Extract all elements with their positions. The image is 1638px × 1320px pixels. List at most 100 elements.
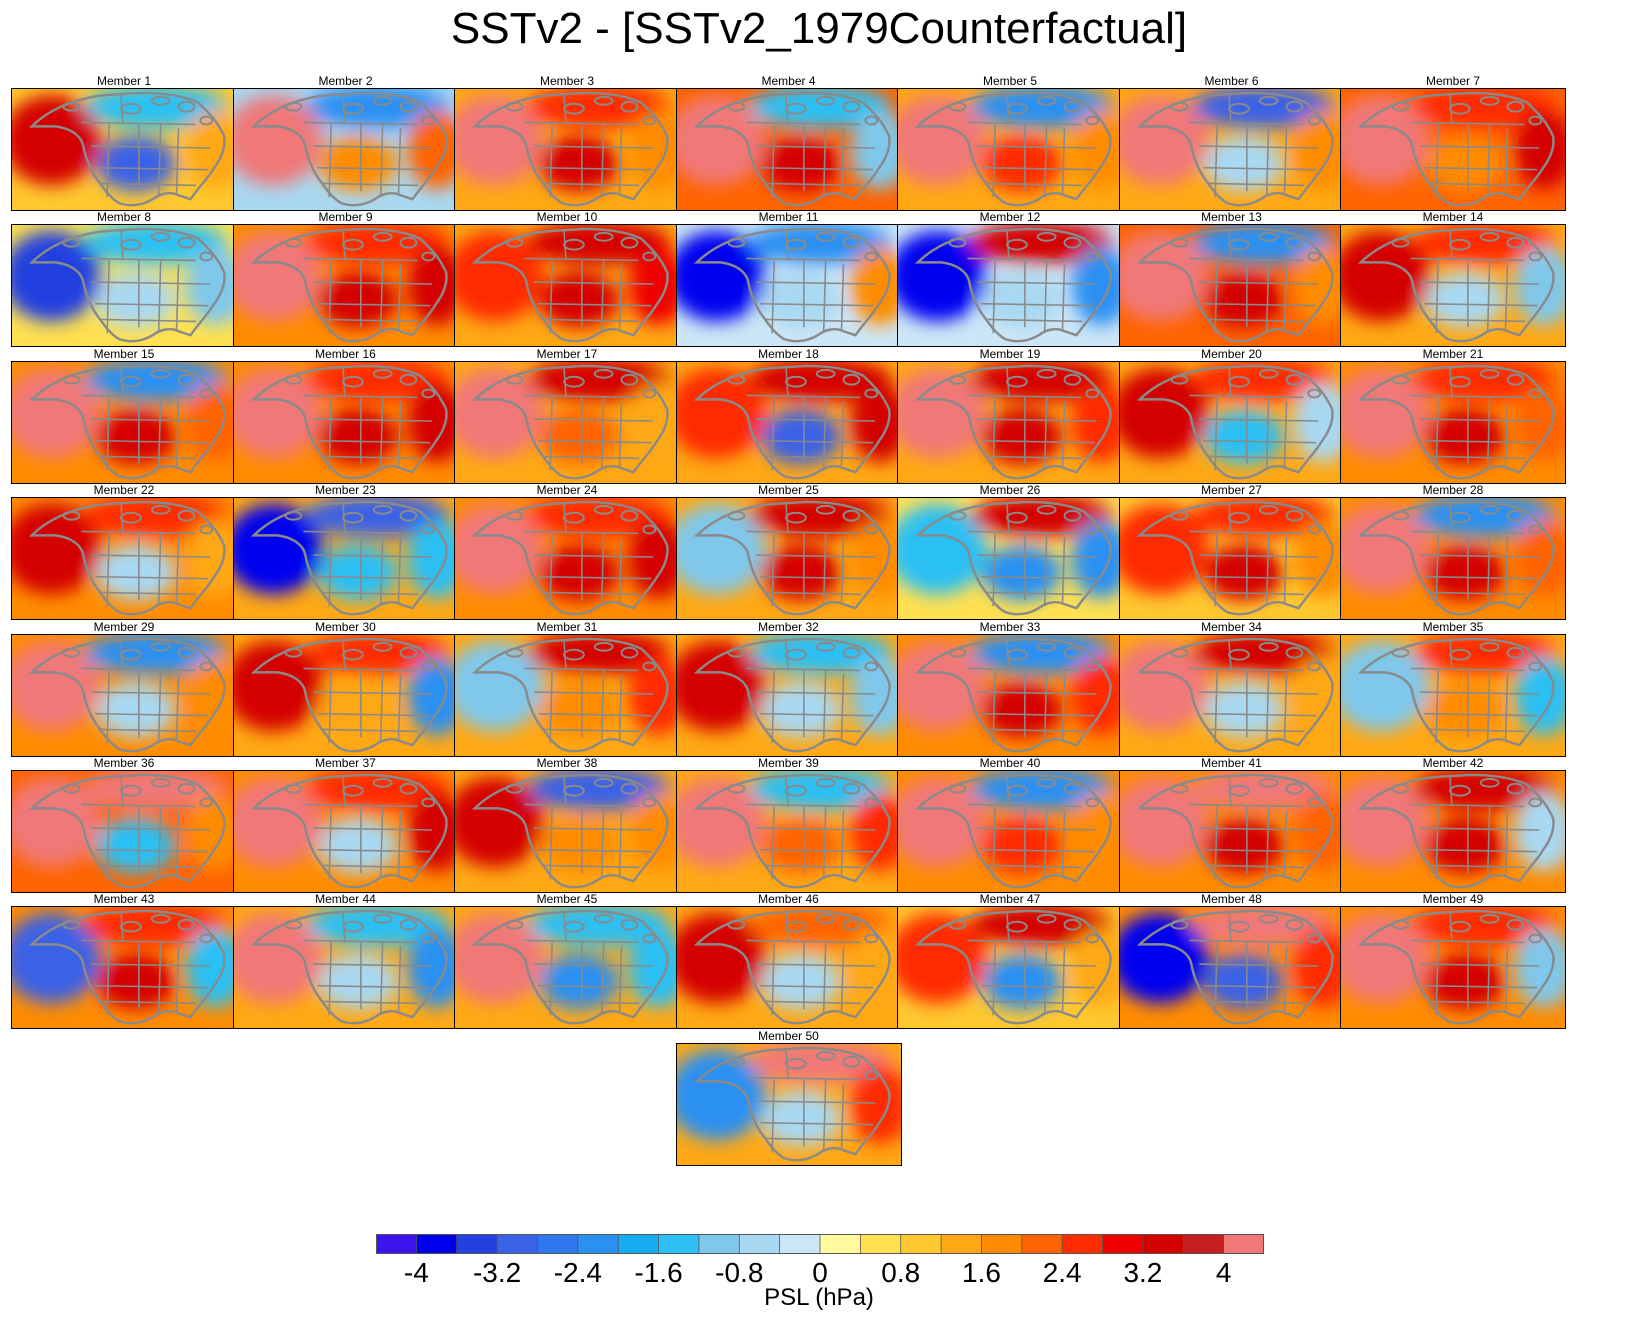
west-anomaly (1119, 367, 1209, 459)
island-outline (505, 237, 524, 248)
island-outline (505, 783, 524, 794)
island-outline (1085, 115, 1100, 126)
colorbar-swatch (820, 1234, 861, 1254)
island-outline (177, 782, 196, 795)
island-outline (1528, 388, 1543, 399)
island-outline (62, 374, 81, 385)
island-outline (815, 504, 836, 515)
island-outline (593, 777, 614, 788)
island-outline (62, 647, 81, 658)
island-outline (1036, 777, 1057, 788)
center-anomaly (317, 818, 398, 874)
island-outline (1258, 641, 1279, 652)
psl-anomaly-map (675, 224, 902, 347)
island-outline (1063, 100, 1082, 113)
coastline (914, 364, 1112, 480)
island-outline (1506, 782, 1525, 795)
island-outline (1227, 648, 1250, 661)
center-anomaly (96, 954, 176, 1010)
island-outline (399, 373, 417, 386)
island-outline (563, 375, 585, 388)
center-anomaly (760, 954, 841, 1010)
panel-title: Member 10 (536, 210, 598, 224)
panel-title: Member 22 (93, 483, 155, 497)
psl-anomaly-map (1118, 88, 1345, 211)
west-anomaly (676, 94, 766, 186)
island-outline (1391, 783, 1410, 794)
psl-anomaly-map (897, 906, 1123, 1029)
panel-title: Member 3 (539, 74, 595, 88)
colorbar-tick-label: -1.6 (634, 1257, 683, 1288)
colorbar-swatch (739, 1234, 781, 1254)
panel-title: Member 39 (758, 756, 819, 770)
coastline (471, 637, 669, 753)
island-outline (784, 102, 807, 115)
center-anomaly (760, 545, 841, 601)
map-panel: Member 49 (1340, 892, 1566, 1033)
center-anomaly (1203, 409, 1284, 465)
map-panel: Member 32 (675, 620, 902, 761)
map-panel: Member 12 (897, 210, 1123, 351)
coastline (914, 909, 1112, 1025)
coastline (1357, 500, 1555, 616)
island-outline (399, 100, 417, 113)
map-panel: Member 6 (1118, 74, 1345, 215)
island-outline (727, 919, 745, 930)
map-panel: Member 33 (897, 620, 1123, 761)
center-anomaly (317, 545, 398, 601)
psl-anomaly-map (1340, 906, 1566, 1029)
island-outline (727, 1056, 745, 1067)
coastline (1136, 909, 1334, 1025)
coastline (28, 637, 226, 753)
colorbar-swatch (941, 1234, 982, 1254)
island-outline (420, 524, 435, 535)
island-outline (372, 95, 393, 106)
island-outline (842, 100, 860, 113)
psl-anomaly-map (454, 770, 680, 893)
island-outline (1258, 95, 1279, 106)
west-anomaly (676, 776, 766, 868)
west-anomaly (12, 230, 102, 322)
panel-title: Member 9 (318, 210, 373, 224)
island-outline (420, 251, 435, 262)
colorbar-swatch (497, 1234, 538, 1254)
center-anomaly (982, 818, 1062, 874)
coastline (693, 364, 891, 480)
coastline (250, 500, 448, 616)
map-panel: Member 26 (897, 483, 1123, 624)
island-outline (815, 913, 836, 924)
west-anomaly (233, 94, 323, 186)
psl-anomaly-map (1340, 224, 1566, 347)
coastline (471, 91, 669, 207)
island-outline (842, 1055, 860, 1068)
coastline (250, 773, 448, 889)
island-outline (620, 646, 639, 659)
colorbar-tick-label: 1.6 (961, 1257, 1001, 1288)
center-anomaly (982, 682, 1062, 738)
west-anomaly (455, 94, 545, 186)
psl-anomaly-map (897, 497, 1123, 620)
west-anomaly (1341, 503, 1431, 595)
colorbar-tick-label: 2.4 (1042, 1257, 1082, 1288)
island-outline (284, 919, 302, 930)
colorbar-tick-label: 3.2 (1123, 1257, 1163, 1288)
psl-anomaly-map (454, 361, 680, 484)
island-outline (1506, 646, 1525, 659)
panel-title: Member 44 (315, 892, 376, 906)
panel-title: Member 46 (758, 892, 819, 906)
center-anomaly (982, 272, 1062, 328)
psl-anomaly-map (454, 88, 680, 211)
island-outline (1170, 783, 1188, 794)
panel-title: Member 42 (1422, 756, 1484, 770)
island-outline (1528, 797, 1543, 808)
island-outline (372, 641, 393, 652)
island-outline (727, 374, 745, 385)
map-panel: Member 36 (11, 756, 237, 897)
psl-anomaly-map (232, 224, 459, 347)
panel-title: Member 47 (979, 892, 1041, 906)
panel-title: Member 14 (1422, 210, 1484, 224)
map-panel: Member 22 (11, 483, 237, 624)
island-outline (863, 661, 878, 672)
west-anomaly (1341, 367, 1431, 459)
center-anomaly (760, 818, 841, 874)
